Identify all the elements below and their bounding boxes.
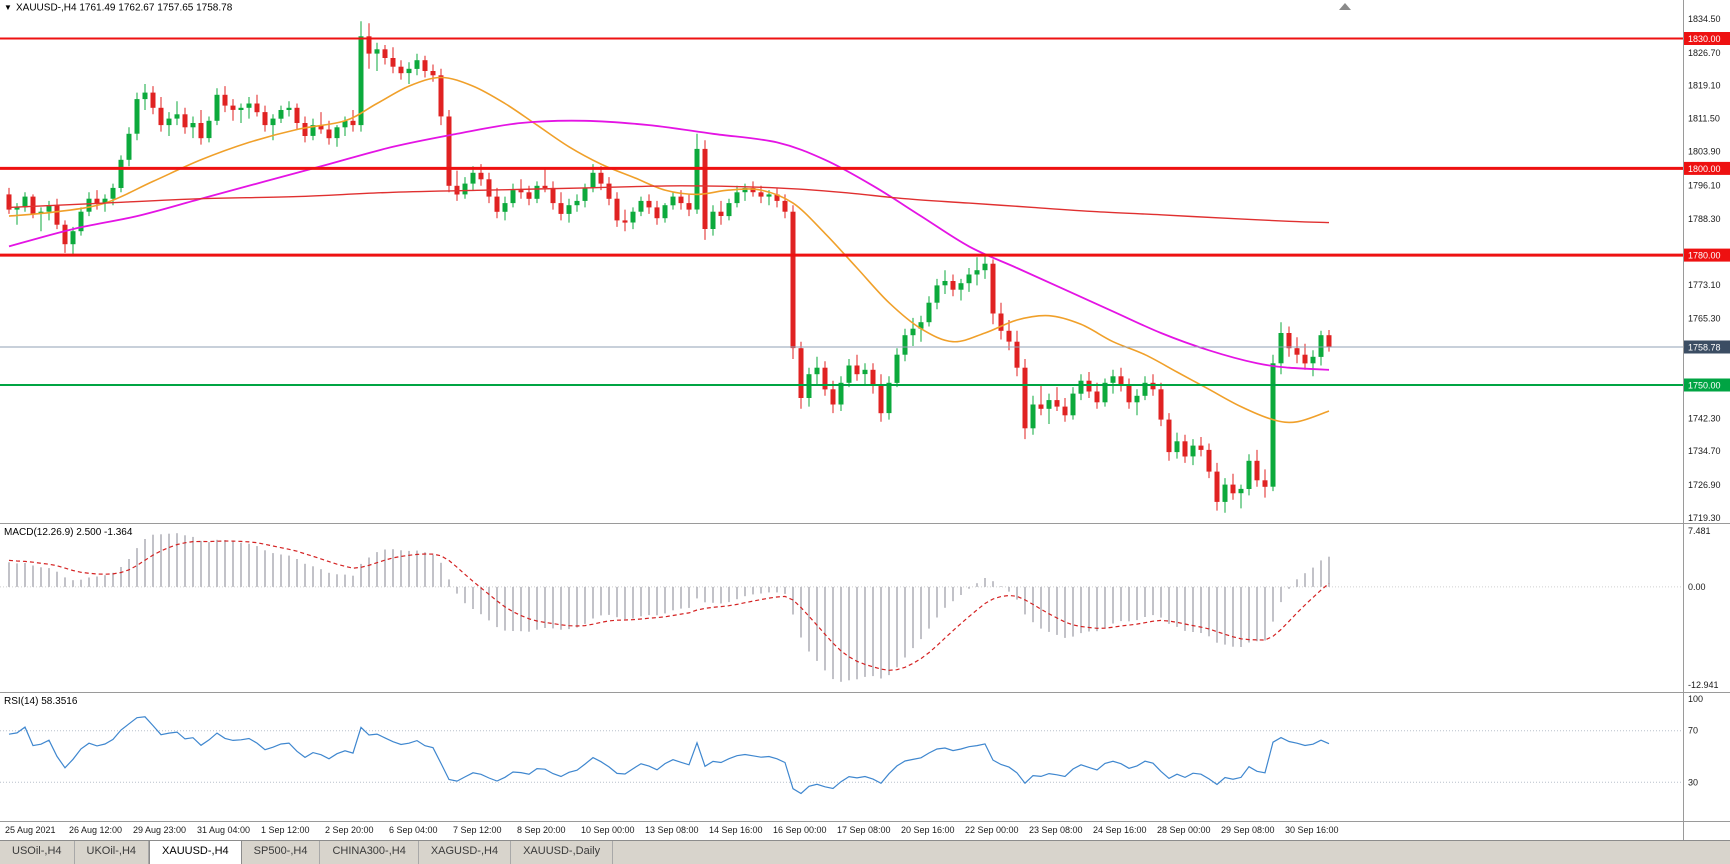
svg-text:1 Sep 12:00: 1 Sep 12:00 bbox=[261, 825, 310, 835]
svg-text:100: 100 bbox=[1688, 694, 1703, 704]
svg-text:10 Sep 00:00: 10 Sep 00:00 bbox=[581, 825, 635, 835]
svg-text:1742.30: 1742.30 bbox=[1688, 413, 1721, 423]
svg-text:6 Sep 04:00: 6 Sep 04:00 bbox=[389, 825, 438, 835]
chrome-group bbox=[0, 0, 1730, 840]
chart-ohlc-info: XAUUSD-,H4 1761.49 1762.67 1757.65 1758.… bbox=[16, 3, 233, 14]
macd-indicator-label: MACD(12.26.9) 2.500 -1.364 bbox=[4, 527, 133, 538]
level-price-badge bbox=[1684, 378, 1730, 392]
svg-text:1750.00: 1750.00 bbox=[1688, 380, 1721, 390]
price-chart-canvas[interactable]: 1830.00 1800.00 1780.00 1750.00 1758.78 1834.… bbox=[0, 0, 1730, 840]
svg-text:1719.30: 1719.30 bbox=[1688, 513, 1721, 523]
svg-text:1830.00: 1830.00 bbox=[1688, 34, 1721, 44]
svg-text:16 Sep 00:00: 16 Sep 00:00 bbox=[773, 825, 827, 835]
svg-text:24 Sep 16:00: 24 Sep 16:00 bbox=[1093, 825, 1147, 835]
candles-group bbox=[6, 21, 1332, 513]
svg-text:1726.90: 1726.90 bbox=[1688, 480, 1721, 490]
svg-text:13 Sep 08:00: 13 Sep 08:00 bbox=[645, 825, 699, 835]
bid-price-badge bbox=[1684, 340, 1730, 354]
svg-text:1834.50: 1834.50 bbox=[1688, 14, 1721, 24]
svg-text:1819.10: 1819.10 bbox=[1688, 81, 1721, 91]
time-axis[interactable]: 25 Aug 2021 26 Aug 12:00 29 Aug 23:00 31 Au… bbox=[5, 825, 1339, 835]
macd-signal-line bbox=[8, 540, 1330, 671]
svg-text:70: 70 bbox=[1688, 726, 1698, 736]
svg-text:30 Sep 16:00: 30 Sep 16:00 bbox=[1285, 825, 1339, 835]
svg-text:1734.70: 1734.70 bbox=[1688, 446, 1721, 456]
svg-text:1788.30: 1788.30 bbox=[1688, 214, 1721, 224]
rsi-indicator-label: RSI(14) 58.3516 bbox=[4, 696, 78, 707]
svg-text:7.481: 7.481 bbox=[1688, 526, 1711, 536]
svg-text:-12.941: -12.941 bbox=[1688, 680, 1719, 690]
svg-text:22 Sep 00:00: 22 Sep 00:00 bbox=[965, 825, 1019, 835]
symbol-tab-bar: USOil-,H4 UKOil-,H4 XAUUSD-,H4 SP500-,H4 CHI… bbox=[0, 840, 1730, 864]
svg-text:1811.50: 1811.50 bbox=[1688, 114, 1720, 124]
ma-mid-magenta bbox=[8, 119, 1330, 371]
rsi-pane bbox=[0, 716, 1683, 795]
svg-text:2 Sep 20:00: 2 Sep 20:00 bbox=[325, 825, 374, 835]
ma-slow-red bbox=[8, 185, 1330, 224]
tab-sp500-h4[interactable]: SP500-,H4 bbox=[242, 841, 321, 864]
rsi-line bbox=[8, 716, 1330, 795]
svg-text:20 Sep 16:00: 20 Sep 16:00 bbox=[901, 825, 955, 835]
svg-text:25 Aug 2021: 25 Aug 2021 bbox=[5, 825, 56, 835]
horizontal-lines-group[interactable] bbox=[0, 37, 1683, 386]
tab-xauusd-daily[interactable]: XAUUSD-,Daily bbox=[511, 841, 614, 864]
tab-usoil-h4[interactable]: USOil-,H4 bbox=[0, 841, 75, 864]
price-axis[interactable]: 1830.00 1800.00 1780.00 1750.00 1758.78 1834.… bbox=[1684, 14, 1730, 787]
svg-text:30: 30 bbox=[1688, 777, 1698, 787]
svg-text:29 Sep 08:00: 29 Sep 08:00 bbox=[1221, 825, 1275, 835]
svg-text:1803.90: 1803.90 bbox=[1688, 147, 1721, 157]
macd-pane bbox=[0, 533, 1683, 682]
tab-ukoil-h4[interactable]: UKOil-,H4 bbox=[75, 841, 150, 864]
svg-text:29 Aug 23:00: 29 Aug 23:00 bbox=[133, 825, 186, 835]
tab-xauusd-h4[interactable]: XAUUSD-,H4 bbox=[149, 841, 242, 864]
svg-text:14 Sep 16:00: 14 Sep 16:00 bbox=[709, 825, 763, 835]
svg-text:1758.78: 1758.78 bbox=[1688, 342, 1721, 352]
svg-text:1780.00: 1780.00 bbox=[1688, 251, 1721, 261]
svg-text:8 Sep 20:00: 8 Sep 20:00 bbox=[517, 825, 566, 835]
svg-text:1796.10: 1796.10 bbox=[1688, 180, 1721, 190]
svg-text:17 Sep 08:00: 17 Sep 08:00 bbox=[837, 825, 891, 835]
svg-text:1773.10: 1773.10 bbox=[1688, 280, 1721, 290]
ma-fast-orange bbox=[8, 76, 1330, 424]
svg-text:31 Aug 04:00: 31 Aug 04:00 bbox=[197, 825, 250, 835]
svg-text:23 Sep 08:00: 23 Sep 08:00 bbox=[1029, 825, 1083, 835]
svg-text:1765.30: 1765.30 bbox=[1688, 314, 1721, 324]
moving-averages-group bbox=[8, 76, 1330, 424]
symbol-marker-icon[interactable]: ▼ bbox=[4, 3, 12, 12]
svg-text:28 Sep 00:00: 28 Sep 00:00 bbox=[1157, 825, 1211, 835]
chart-shift-marker-icon[interactable] bbox=[1339, 3, 1351, 10]
svg-text:7 Sep 12:00: 7 Sep 12:00 bbox=[453, 825, 502, 835]
tab-china300-h4[interactable]: CHINA300-,H4 bbox=[320, 841, 419, 864]
svg-text:26 Aug 12:00: 26 Aug 12:00 bbox=[69, 825, 122, 835]
tab-xagusd-h4[interactable]: XAGUSD-,H4 bbox=[419, 841, 512, 864]
svg-text:1800.00: 1800.00 bbox=[1688, 164, 1721, 174]
level-price-badge bbox=[1684, 248, 1730, 262]
svg-text:0.00: 0.00 bbox=[1688, 582, 1706, 592]
svg-text:1826.70: 1826.70 bbox=[1688, 48, 1721, 58]
level-price-badge bbox=[1684, 161, 1730, 175]
level-price-badge bbox=[1684, 32, 1730, 45]
